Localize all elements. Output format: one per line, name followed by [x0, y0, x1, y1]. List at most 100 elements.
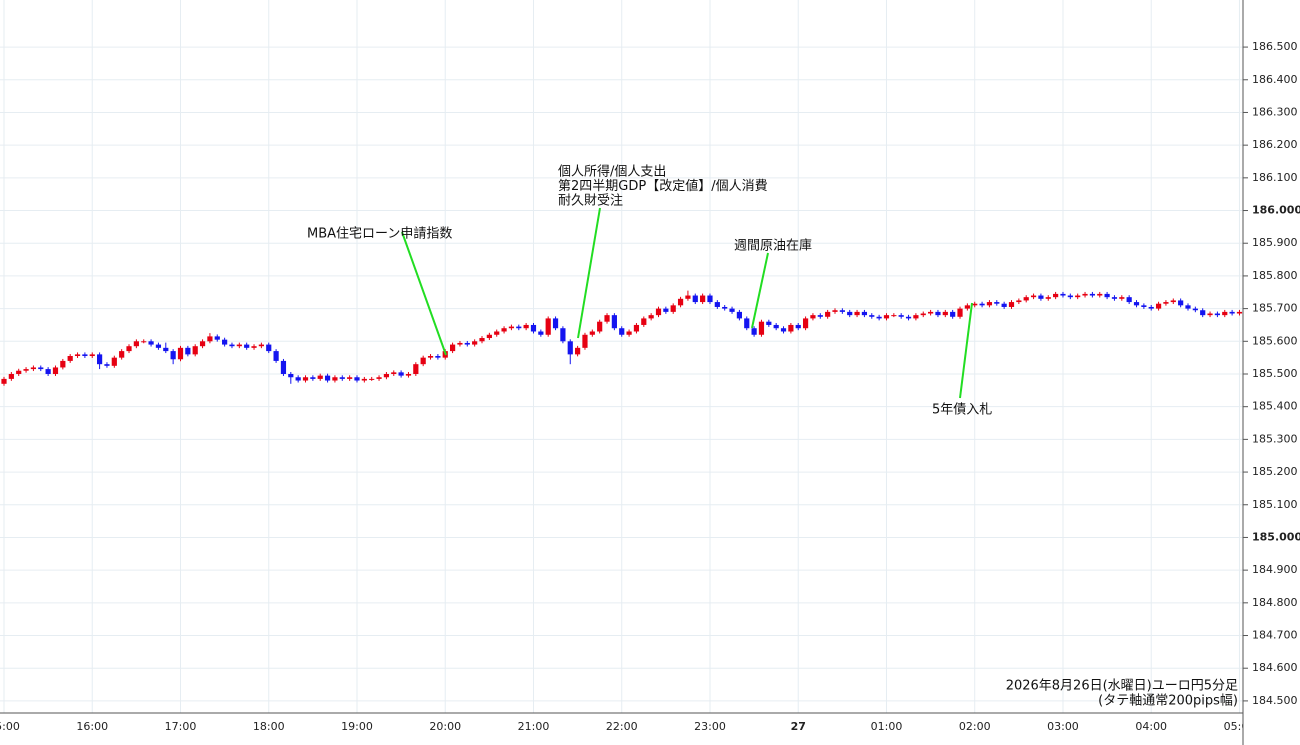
candle-body [1104, 293, 1110, 298]
candle-body [1148, 306, 1154, 309]
candle-body [788, 324, 794, 332]
candle-body [766, 321, 772, 325]
candle-body [780, 328, 787, 332]
candle-body [148, 341, 154, 345]
candle-body [339, 377, 345, 379]
candle-body [1, 378, 7, 384]
candle-body [1001, 303, 1007, 307]
candle-body [273, 351, 279, 361]
candle-body [1008, 302, 1015, 307]
candle-body [560, 328, 566, 342]
candle-body [89, 354, 95, 357]
candle-body [729, 308, 735, 312]
candle-body [170, 351, 176, 360]
candle-body [1097, 293, 1103, 296]
y-tick-label: 184.500 [1252, 694, 1298, 707]
candle-body [1119, 297, 1125, 299]
candle-body [185, 347, 191, 355]
candle-body [1030, 295, 1037, 298]
candle-body [38, 367, 44, 370]
x-tick-label: 21:00 [518, 720, 550, 733]
x-tick-label: 01:00 [871, 720, 903, 733]
candle-body [479, 338, 485, 342]
candle-body [295, 377, 301, 381]
candle-body [16, 370, 22, 374]
candle-body [714, 302, 720, 307]
candle-body [883, 315, 890, 319]
candle-body [60, 360, 66, 368]
candle-body [494, 331, 500, 335]
candle-body [1089, 293, 1095, 296]
candle-body [758, 321, 765, 335]
y-tick-label: 185.300 [1252, 432, 1298, 445]
y-tick-label: 184.800 [1252, 596, 1298, 609]
candle-body [700, 295, 706, 303]
candle-body [457, 342, 463, 345]
candle-body [23, 369, 29, 371]
y-tick-label: 186.000 [1252, 204, 1300, 217]
candle-body [332, 377, 338, 381]
candle-body [508, 326, 515, 329]
candle-body [597, 321, 603, 332]
candle-body [486, 334, 492, 339]
annotation-text: 個人所得/個人支出 [558, 164, 666, 180]
candle-body [229, 344, 235, 347]
candle-body [288, 373, 294, 378]
candle-body [119, 351, 125, 358]
annotation-text: 第2四半期GDP【改定値】/個人消費 [558, 178, 768, 194]
candle-body [1075, 295, 1081, 298]
candle-body [552, 318, 559, 329]
annotation-text: 5年債入札 [932, 403, 992, 418]
x-tick-label: 20:00 [429, 720, 461, 733]
candle-body [641, 318, 647, 325]
candle-body [802, 318, 809, 329]
candle-body [1214, 313, 1221, 316]
candle-body [648, 315, 654, 319]
candle-body [155, 344, 162, 348]
candle-body [707, 295, 713, 303]
annotation-line [751, 252, 769, 329]
candle-body [935, 311, 941, 316]
y-tick-label: 184.900 [1252, 563, 1298, 576]
candle-body [979, 303, 985, 306]
candle-body [670, 305, 676, 312]
candle-body [104, 364, 110, 366]
x-tick-label: 03:00 [1047, 720, 1079, 733]
candle-body [1236, 311, 1243, 314]
candle-body [1185, 305, 1191, 309]
candle-body [177, 347, 184, 360]
candle-body [1192, 308, 1198, 311]
candle-body [744, 318, 750, 329]
candle-body [920, 313, 926, 316]
candle-body [361, 378, 367, 381]
candle-body [347, 377, 353, 379]
candle-body [1045, 297, 1051, 299]
candle-body [898, 315, 904, 317]
y-tick-label: 185.000 [1252, 530, 1300, 543]
candle-body [82, 354, 88, 357]
annotation-line [959, 302, 973, 399]
candle-body [1133, 302, 1140, 306]
y-tick-label: 185.200 [1252, 465, 1298, 478]
y-tick-label: 185.600 [1252, 334, 1298, 347]
candle-body [913, 315, 919, 319]
candle-body [1016, 300, 1022, 303]
x-tick-label: 23:00 [694, 720, 726, 733]
y-tick-label: 186.100 [1252, 171, 1298, 184]
candle-body [964, 305, 970, 309]
candle-body [1155, 303, 1162, 309]
annotation-line [577, 207, 601, 339]
candle-body [832, 310, 838, 312]
candle-body [582, 334, 588, 348]
y-tick-label: 185.900 [1252, 236, 1298, 249]
candle-body [986, 302, 993, 306]
x-tick-label: 02:00 [959, 720, 991, 733]
candle-body [192, 346, 198, 355]
candle-body [655, 308, 662, 316]
x-tick-label: 19:00 [341, 720, 373, 733]
y-axis-panel [1243, 0, 1300, 745]
candle-body [1111, 297, 1118, 299]
x-tick-label: 04:00 [1135, 720, 1167, 733]
candle-body [1060, 293, 1066, 296]
